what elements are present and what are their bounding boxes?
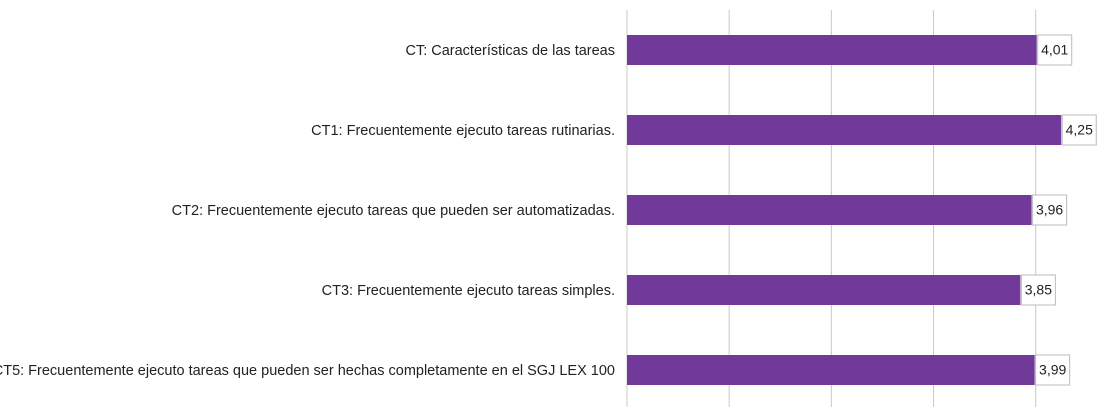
value-label: 4,01: [1041, 42, 1068, 58]
category-label: CT2: Frecuentemente ejecuto tareas que p…: [172, 203, 615, 219]
value-label-box: [1061, 114, 1097, 146]
category-label: CT: Características de las tareas: [405, 43, 615, 59]
category-label: CT1: Frecuentemente ejecuto tareas rutin…: [311, 123, 615, 139]
value-label: 3,96: [1036, 202, 1063, 218]
value-label-box: [1035, 354, 1071, 386]
category-label: CT5: Frecuentemente ejecuto tareas que p…: [0, 363, 615, 379]
bar: [627, 275, 1021, 305]
category-label: CT3: Frecuentemente ejecuto tareas simpl…: [322, 283, 615, 299]
bar: [627, 35, 1037, 65]
value-label-box: [1037, 34, 1073, 66]
bar: [627, 355, 1035, 385]
value-label-box: [1020, 274, 1056, 306]
value-label-box: [1032, 194, 1068, 226]
value-label: 3,99: [1039, 362, 1066, 378]
value-label: 4,25: [1066, 122, 1093, 138]
bar: [627, 195, 1032, 225]
bar: [627, 115, 1062, 145]
value-label: 3,85: [1025, 282, 1052, 298]
